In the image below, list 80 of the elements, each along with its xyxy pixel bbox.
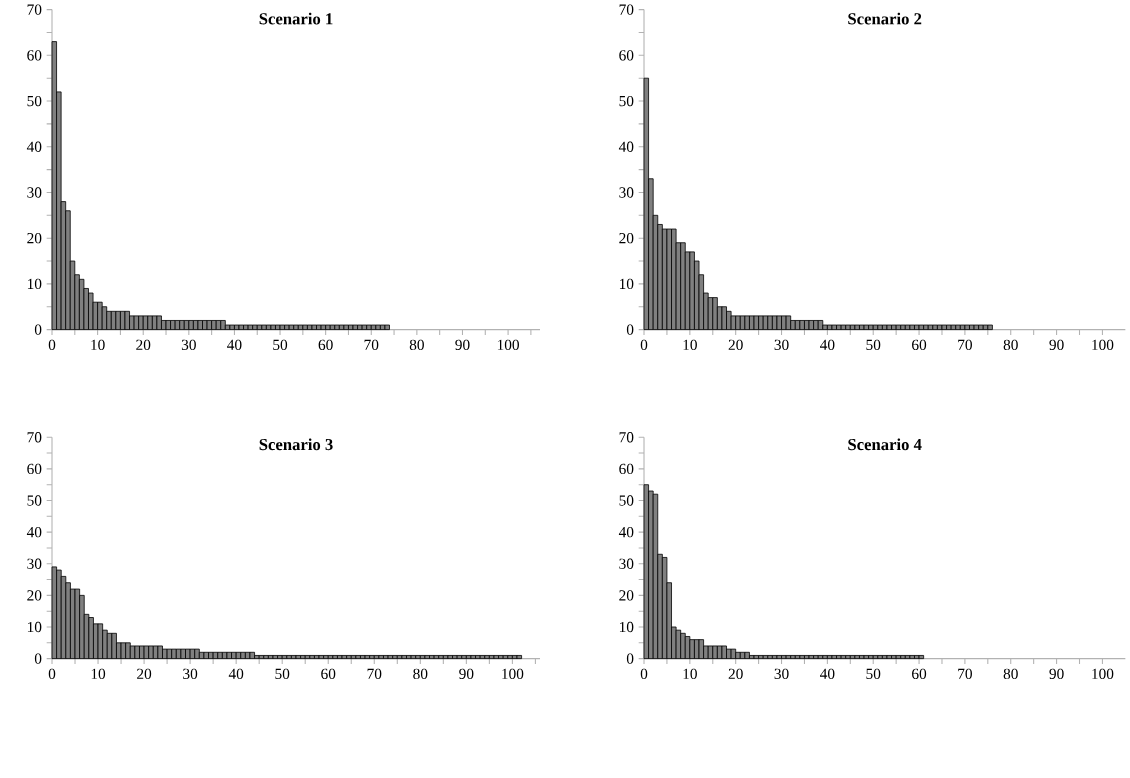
x-tick-label: 90 <box>459 668 474 680</box>
x-tick-label: 0 <box>48 339 56 351</box>
y-tick-label: 10 <box>27 622 42 633</box>
y-tick-label: 40 <box>618 141 634 153</box>
x-tick-label: 40 <box>227 339 242 351</box>
x-tick-label: 0 <box>640 668 648 680</box>
x-tick-label: 50 <box>866 339 881 351</box>
x-tick-label: 100 <box>497 339 520 351</box>
x-tick-label: 100 <box>502 668 524 680</box>
x-tick-label: 30 <box>181 339 196 351</box>
y-tick-label: 40 <box>618 527 634 538</box>
x-tick-label: 100 <box>1092 668 1114 680</box>
y-tick-label: 50 <box>27 495 42 506</box>
x-tick-label: 50 <box>866 668 881 680</box>
y-tick-label: 0 <box>34 653 42 664</box>
x-tick-label: 60 <box>912 339 927 351</box>
chart-title: Scenario 1 <box>259 12 333 25</box>
x-tick-label: 70 <box>364 339 379 351</box>
chart-title: Scenario 3 <box>259 438 333 451</box>
x-tick-label: 40 <box>228 668 244 680</box>
x-tick-label: 70 <box>958 339 972 351</box>
x-tick-label: 80 <box>1003 668 1018 680</box>
y-tick-label: 30 <box>619 187 634 198</box>
y-tick-label: 20 <box>27 233 42 244</box>
y-tick-label: 70 <box>619 4 634 15</box>
y-tick-label: 70 <box>27 4 42 15</box>
x-tick-label: 0 <box>48 668 56 680</box>
x-tick-label: 60 <box>321 668 336 680</box>
x-tick-label: 10 <box>91 339 105 351</box>
x-tick-label: 0 <box>640 339 648 351</box>
y-tick-label: 20 <box>619 590 634 601</box>
x-tick-label: 60 <box>912 668 927 680</box>
y-tick-label: 0 <box>626 324 634 335</box>
x-tick-label: 70 <box>367 668 382 680</box>
y-tick-label: 50 <box>27 96 42 107</box>
x-tick-label: 20 <box>728 668 743 680</box>
x-tick-label: 90 <box>1049 668 1064 680</box>
x-tick-label: 30 <box>774 339 789 351</box>
x-tick-label: 50 <box>275 668 290 680</box>
y-tick-label: 30 <box>27 187 42 198</box>
y-tick-label: 50 <box>619 96 634 107</box>
x-tick-label: 90 <box>1049 339 1064 351</box>
x-tick-label: 30 <box>183 668 198 680</box>
x-tick-label: 30 <box>774 668 789 680</box>
chart-title: Scenario 2 <box>848 12 922 25</box>
y-tick-label: 10 <box>619 622 634 633</box>
y-tick-label: 0 <box>626 653 634 664</box>
y-tick-label: 60 <box>619 50 634 61</box>
x-tick-label: 80 <box>1003 339 1018 351</box>
x-tick-label: 20 <box>137 668 152 680</box>
x-tick-label: 70 <box>958 668 972 680</box>
y-tick-label: 60 <box>619 463 634 475</box>
y-tick-label: 10 <box>27 278 42 290</box>
y-tick-label: 20 <box>27 590 42 601</box>
x-tick-label: 100 <box>1092 339 1114 351</box>
x-tick-label: 50 <box>273 339 288 351</box>
x-tick-label: 80 <box>409 339 424 351</box>
y-tick-label: 30 <box>27 558 42 570</box>
x-tick-label: 40 <box>820 668 835 680</box>
y-tick-label: 10 <box>619 278 634 290</box>
x-tick-label: 10 <box>683 339 697 351</box>
y-tick-label: 60 <box>27 463 42 475</box>
y-tick-label: 40 <box>26 141 42 153</box>
y-tick-label: 50 <box>619 495 634 506</box>
y-tick-label: 70 <box>27 432 42 443</box>
x-tick-label: 90 <box>455 339 470 351</box>
chart-title: Scenario 4 <box>848 438 922 451</box>
y-tick-label: 70 <box>619 432 634 443</box>
y-tick-label: 0 <box>34 324 42 335</box>
x-tick-label: 20 <box>728 339 743 351</box>
x-tick-label: 80 <box>413 668 428 680</box>
y-tick-label: 40 <box>26 527 42 538</box>
y-tick-label: 60 <box>27 50 42 61</box>
y-tick-label: 20 <box>619 233 634 244</box>
x-tick-label: 10 <box>91 668 106 680</box>
x-tick-label: 60 <box>318 339 333 351</box>
x-tick-label: 10 <box>683 668 697 680</box>
x-tick-label: 20 <box>136 339 151 351</box>
y-tick-label: 30 <box>619 558 634 570</box>
x-tick-label: 40 <box>820 339 835 351</box>
